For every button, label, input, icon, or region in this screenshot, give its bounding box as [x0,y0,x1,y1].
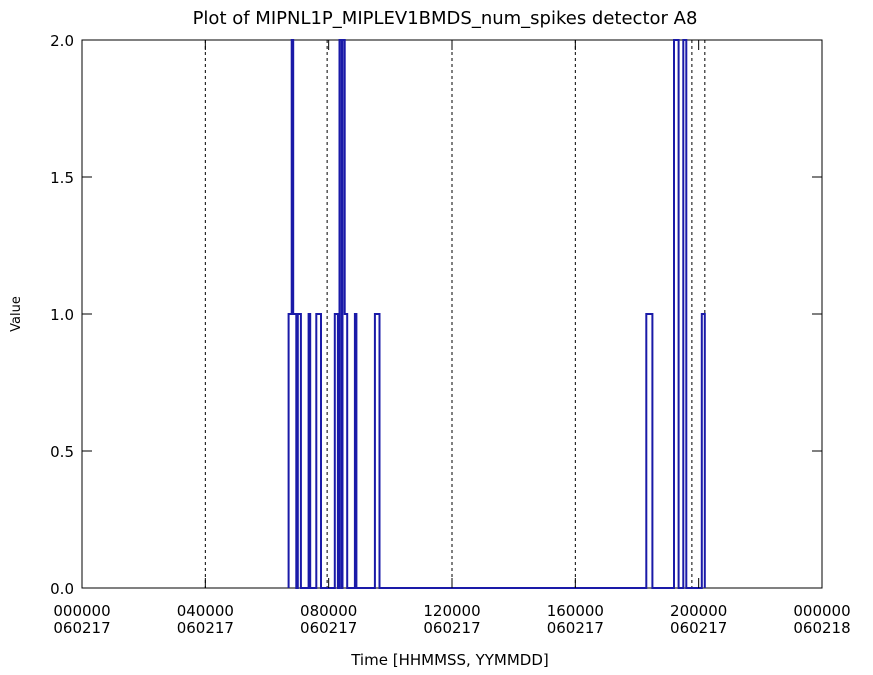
y-axis-label: Value [9,296,24,332]
series-group [287,39,706,589]
x-tick-label-time: 000000 [793,602,850,620]
x-tick-label-date: 060217 [547,619,604,637]
y-tick-label: 2.0 [50,32,74,50]
y-axis-ticks: 0.0 0.5 1.0 1.5 2.0 [50,32,822,598]
x-axis-ticks: 0000000602170400000602170800000602171200… [53,40,851,637]
x-tick-label-time: 000000 [53,602,110,620]
x-tick-label-time: 120000 [423,602,480,620]
series-line [287,39,706,589]
y-tick-label: 1.5 [50,169,74,187]
x-tick-label-time: 040000 [177,602,234,620]
chart-title: Plot of MIPNL1P_MIPLEV1BMDS_num_spikes d… [193,8,698,29]
y-tick-label: 1.0 [50,306,74,324]
x-tick-label-date: 060217 [300,619,357,637]
y-tick-label: 0.0 [50,580,74,598]
x-tick-label-date: 060217 [670,619,727,637]
y-tick-label: 0.5 [50,443,74,461]
x-tick-label-time: 080000 [300,602,357,620]
x-tick-label-date: 060217 [423,619,480,637]
x-tick-label-date: 060218 [793,619,850,637]
plot-frame [81,39,823,589]
x-tick-label-date: 060217 [177,619,234,637]
x-tick-label-date: 060217 [53,619,110,637]
x-axis-label: Time [HHMMSS, YYMMDD] [350,651,549,669]
reference-lines [204,40,706,588]
x-tick-label-time: 200000 [670,602,727,620]
x-tick-label-time: 160000 [547,602,604,620]
